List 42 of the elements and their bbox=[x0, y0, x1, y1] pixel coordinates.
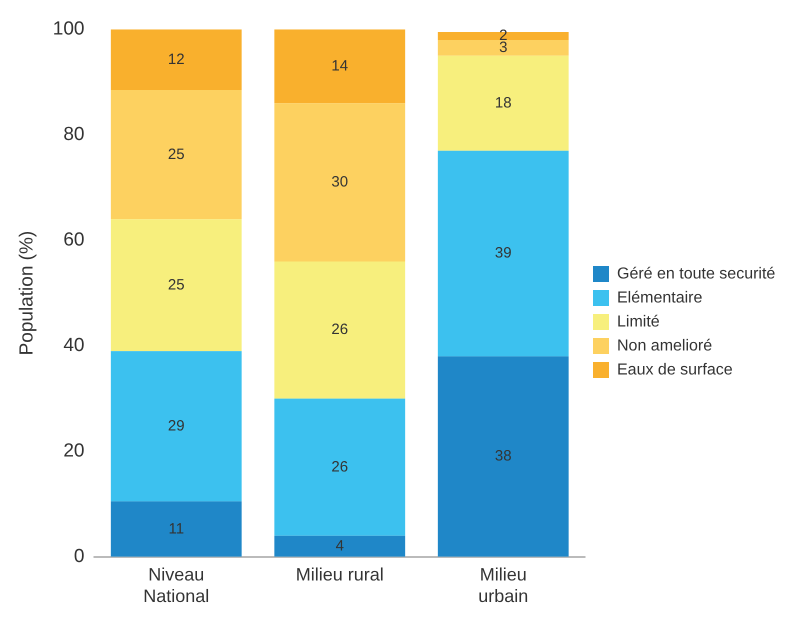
data-label: 14 bbox=[331, 57, 348, 74]
bar bbox=[438, 356, 569, 557]
data-label: 25 bbox=[168, 276, 185, 294]
data-label: 18 bbox=[494, 94, 512, 112]
bar bbox=[274, 398, 406, 536]
x-tick-label: Milieu rural bbox=[296, 564, 384, 585]
data-label: 39 bbox=[494, 244, 512, 262]
bar bbox=[110, 219, 242, 352]
legend-label: Eaux de surface bbox=[617, 361, 733, 378]
bar bbox=[110, 351, 242, 502]
bar bbox=[438, 40, 569, 56]
bar bbox=[438, 56, 569, 151]
legend-label: Non amelioré bbox=[617, 337, 712, 354]
y-tick-label: 0 bbox=[74, 546, 84, 568]
data-label: 4 bbox=[336, 537, 344, 554]
bar bbox=[274, 536, 406, 557]
y-tick-label: 40 bbox=[63, 335, 84, 356]
y-tick-label: 100 bbox=[52, 18, 84, 40]
y-tick-label: 60 bbox=[63, 230, 84, 251]
legend-label: Géré en toute securité bbox=[617, 265, 776, 282]
data-label: 26 bbox=[331, 321, 348, 338]
bar bbox=[110, 501, 242, 557]
bar bbox=[274, 261, 406, 399]
data-label: 25 bbox=[168, 146, 185, 163]
bar bbox=[110, 29, 242, 90]
y-axis-title: Population (%) bbox=[16, 230, 38, 356]
y-tick-label: 20 bbox=[63, 440, 84, 462]
data-label: 26 bbox=[331, 458, 348, 476]
x-tick-label: Niveau National bbox=[143, 564, 210, 606]
bar bbox=[110, 90, 242, 220]
x-tick-label: Milieu urbain bbox=[478, 564, 528, 606]
data-label: 29 bbox=[168, 417, 185, 434]
bar bbox=[274, 103, 406, 262]
data-label: 12 bbox=[168, 50, 185, 68]
data-label: 30 bbox=[331, 173, 348, 190]
data-label: 38 bbox=[494, 448, 512, 465]
data-label: 11 bbox=[168, 520, 184, 538]
legend-label: Elémentaire bbox=[617, 289, 702, 306]
legend-label: Limité bbox=[617, 313, 660, 330]
bar bbox=[274, 29, 406, 104]
bar bbox=[438, 150, 569, 356]
y-tick-label: 80 bbox=[63, 124, 84, 146]
